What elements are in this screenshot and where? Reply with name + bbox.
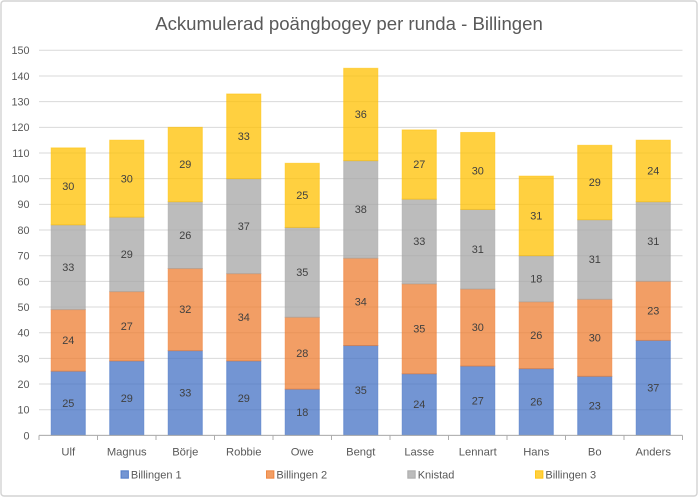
svg-text:31: 31 — [589, 254, 601, 266]
svg-text:24: 24 — [62, 335, 74, 347]
svg-text:37: 37 — [647, 383, 659, 395]
svg-text:29: 29 — [238, 393, 250, 405]
svg-text:34: 34 — [238, 312, 250, 324]
svg-text:35: 35 — [296, 267, 308, 279]
svg-text:30: 30 — [589, 332, 601, 344]
svg-text:33: 33 — [179, 388, 191, 400]
svg-text:31: 31 — [472, 244, 484, 256]
svg-text:80: 80 — [17, 225, 29, 237]
svg-text:70: 70 — [17, 251, 29, 263]
svg-text:33: 33 — [413, 236, 425, 248]
svg-text:120: 120 — [11, 122, 29, 134]
svg-text:25: 25 — [296, 190, 308, 202]
svg-text:100: 100 — [11, 174, 29, 186]
svg-text:30: 30 — [62, 181, 74, 193]
svg-text:27: 27 — [413, 159, 425, 171]
svg-text:0: 0 — [23, 430, 29, 442]
svg-text:Billingen 1: Billingen 1 — [131, 469, 182, 481]
svg-text:37: 37 — [238, 221, 250, 233]
svg-text:38: 38 — [355, 204, 367, 216]
svg-text:Magnus: Magnus — [107, 446, 147, 458]
svg-text:30: 30 — [472, 166, 484, 178]
svg-text:Ulf: Ulf — [61, 446, 76, 458]
svg-text:35: 35 — [355, 385, 367, 397]
svg-text:18: 18 — [296, 407, 308, 419]
svg-text:140: 140 — [11, 71, 29, 83]
svg-text:26: 26 — [530, 397, 542, 409]
svg-text:Billingen 3: Billingen 3 — [545, 469, 596, 481]
svg-text:90: 90 — [17, 199, 29, 211]
svg-text:130: 130 — [11, 97, 29, 109]
svg-text:26: 26 — [179, 230, 191, 242]
svg-text:29: 29 — [121, 249, 133, 261]
svg-text:29: 29 — [121, 393, 133, 405]
svg-text:24: 24 — [647, 166, 659, 178]
svg-text:20: 20 — [17, 379, 29, 391]
svg-text:Billingen 2: Billingen 2 — [276, 469, 327, 481]
svg-text:Bo: Bo — [588, 446, 602, 458]
svg-text:Ackumulerad poängbogey per run: Ackumulerad poängbogey per runda - Billi… — [155, 13, 543, 34]
svg-text:40: 40 — [17, 328, 29, 340]
svg-text:31: 31 — [530, 211, 542, 223]
svg-text:60: 60 — [17, 276, 29, 288]
svg-text:26: 26 — [530, 330, 542, 342]
svg-text:32: 32 — [179, 304, 191, 316]
svg-text:29: 29 — [589, 177, 601, 189]
svg-text:33: 33 — [62, 262, 74, 274]
svg-text:35: 35 — [413, 323, 425, 335]
svg-text:24: 24 — [413, 399, 425, 411]
svg-text:30: 30 — [17, 353, 29, 365]
svg-text:Anders: Anders — [636, 446, 672, 458]
svg-text:33: 33 — [238, 131, 250, 143]
svg-text:Hans: Hans — [523, 446, 550, 458]
svg-text:30: 30 — [472, 322, 484, 334]
svg-text:36: 36 — [355, 109, 367, 121]
svg-text:31: 31 — [647, 236, 659, 248]
svg-text:Robbie: Robbie — [226, 446, 261, 458]
svg-text:10: 10 — [17, 405, 29, 417]
svg-text:Lennart: Lennart — [459, 446, 498, 458]
svg-text:27: 27 — [121, 321, 133, 333]
svg-text:110: 110 — [12, 148, 29, 160]
svg-text:Bengt: Bengt — [346, 446, 376, 458]
svg-text:Knistad: Knistad — [418, 469, 455, 481]
svg-text:28: 28 — [296, 348, 308, 360]
svg-text:Börje: Börje — [172, 446, 198, 458]
svg-text:34: 34 — [355, 297, 367, 309]
svg-text:Lasse: Lasse — [404, 446, 434, 458]
svg-text:27: 27 — [472, 395, 484, 407]
svg-text:23: 23 — [647, 305, 659, 317]
svg-text:30: 30 — [121, 173, 133, 185]
svg-text:50: 50 — [17, 302, 29, 314]
svg-text:23: 23 — [589, 400, 601, 412]
svg-text:25: 25 — [62, 398, 74, 410]
svg-text:Owe: Owe — [291, 446, 314, 458]
svg-text:150: 150 — [11, 45, 29, 57]
svg-text:18: 18 — [530, 273, 542, 285]
svg-text:29: 29 — [179, 159, 191, 171]
